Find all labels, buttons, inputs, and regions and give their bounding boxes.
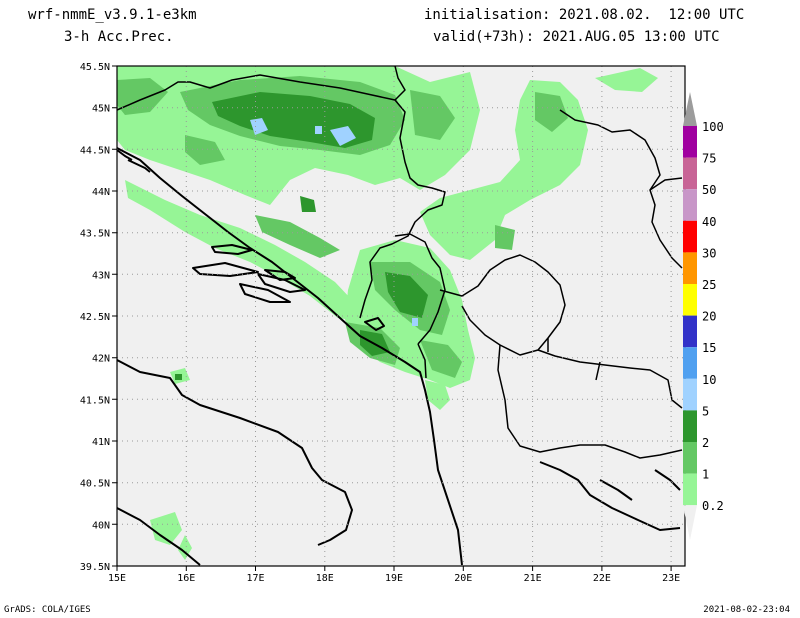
coastlines xyxy=(116,147,681,566)
axis-ticks xyxy=(112,65,672,571)
lon-label: 22E xyxy=(593,573,611,584)
colorbar-swatch-10 xyxy=(683,347,697,379)
lat-label: 44N xyxy=(92,187,110,198)
colorbar-label: 75 xyxy=(702,152,716,166)
lat-label: 43.5N xyxy=(80,229,110,240)
colorbar-label: 25 xyxy=(702,278,716,292)
colorbar-label: 50 xyxy=(702,183,716,197)
lat-label: 45.5N xyxy=(80,62,110,73)
lat-label: 43N xyxy=(92,270,110,281)
colorbar-label: 2 xyxy=(702,436,709,450)
lat-label: 40.5N xyxy=(80,479,110,490)
footer-timestamp: 2021-08-02-23:04 xyxy=(703,605,790,615)
colorbar-label: 0.2 xyxy=(702,499,724,513)
colorbar-swatch-1 xyxy=(683,442,697,474)
colorbar-top-arrow xyxy=(683,92,697,126)
colorbar-swatch-20 xyxy=(683,284,697,316)
footer-credit: GrADS: COLA/IGES xyxy=(4,605,91,615)
colorbar-label: 100 xyxy=(702,120,724,134)
product-name: 3-h Acc.Prec. xyxy=(64,29,174,45)
colorbar-label: 15 xyxy=(702,341,716,355)
lat-label: 42N xyxy=(92,354,110,365)
lat-label: 41N xyxy=(92,437,110,448)
colorbar-swatch-2 xyxy=(683,410,697,442)
colorbar-swatch-25 xyxy=(683,252,697,284)
lat-label: 39.5N xyxy=(80,562,110,573)
lon-label: 17E xyxy=(246,573,264,584)
lon-label: 19E xyxy=(385,573,403,584)
lon-label: 16E xyxy=(177,573,195,584)
initialisation-time: initialisation: 2021.08.02. 12:00 UTC xyxy=(424,7,745,23)
valid-time: valid(+73h): 2021.AUG.05 13:00 UTC xyxy=(433,29,720,45)
lat-label: 41.5N xyxy=(80,395,110,406)
colorbar-label: 20 xyxy=(702,310,716,324)
colorbar-label: 30 xyxy=(702,246,716,260)
colorbar: 100 75 50 40 30 25 20 15 10 5 2 1 0.2 xyxy=(683,92,724,540)
colorbar-label: 10 xyxy=(702,373,716,387)
lat-label: 44.5N xyxy=(80,145,110,156)
country-borders xyxy=(116,65,683,459)
lat-label: 40N xyxy=(92,520,110,531)
lon-label: 21E xyxy=(524,573,542,584)
colorbar-label: 1 xyxy=(702,468,709,482)
colorbar-swatch-0.2 xyxy=(683,473,697,506)
map-gridlines xyxy=(117,66,685,566)
colorbar-swatch-30 xyxy=(683,220,697,253)
lat-label: 45N xyxy=(92,104,110,115)
precip-light-blue xyxy=(250,118,418,326)
colorbar-swatch-75 xyxy=(683,126,697,158)
colorbar-label: 40 xyxy=(702,215,716,229)
model-name: wrf-nmmE_v3.9.1-e3km xyxy=(28,7,197,23)
colorbar-swatch-40 xyxy=(683,189,697,221)
colorbar-label: 5 xyxy=(702,404,709,418)
lon-label: 23E xyxy=(662,573,680,584)
lat-label: 42.5N xyxy=(80,312,110,323)
latitude-labels: 45.5N 45N 44.5N 44N 43.5N 43N 42.5N 42N … xyxy=(80,62,110,573)
lon-label: 20E xyxy=(454,573,472,584)
colorbar-swatch-5 xyxy=(683,378,697,411)
lon-label: 15E xyxy=(108,573,126,584)
lon-label: 18E xyxy=(316,573,334,584)
longitude-labels: 15E 16E 17E 18E 19E 20E 21E 22E 23E xyxy=(108,573,680,584)
colorbar-swatch-50 xyxy=(683,157,697,190)
colorbar-swatch-15 xyxy=(683,315,697,348)
colorbar-bottom-arrow xyxy=(683,505,697,540)
